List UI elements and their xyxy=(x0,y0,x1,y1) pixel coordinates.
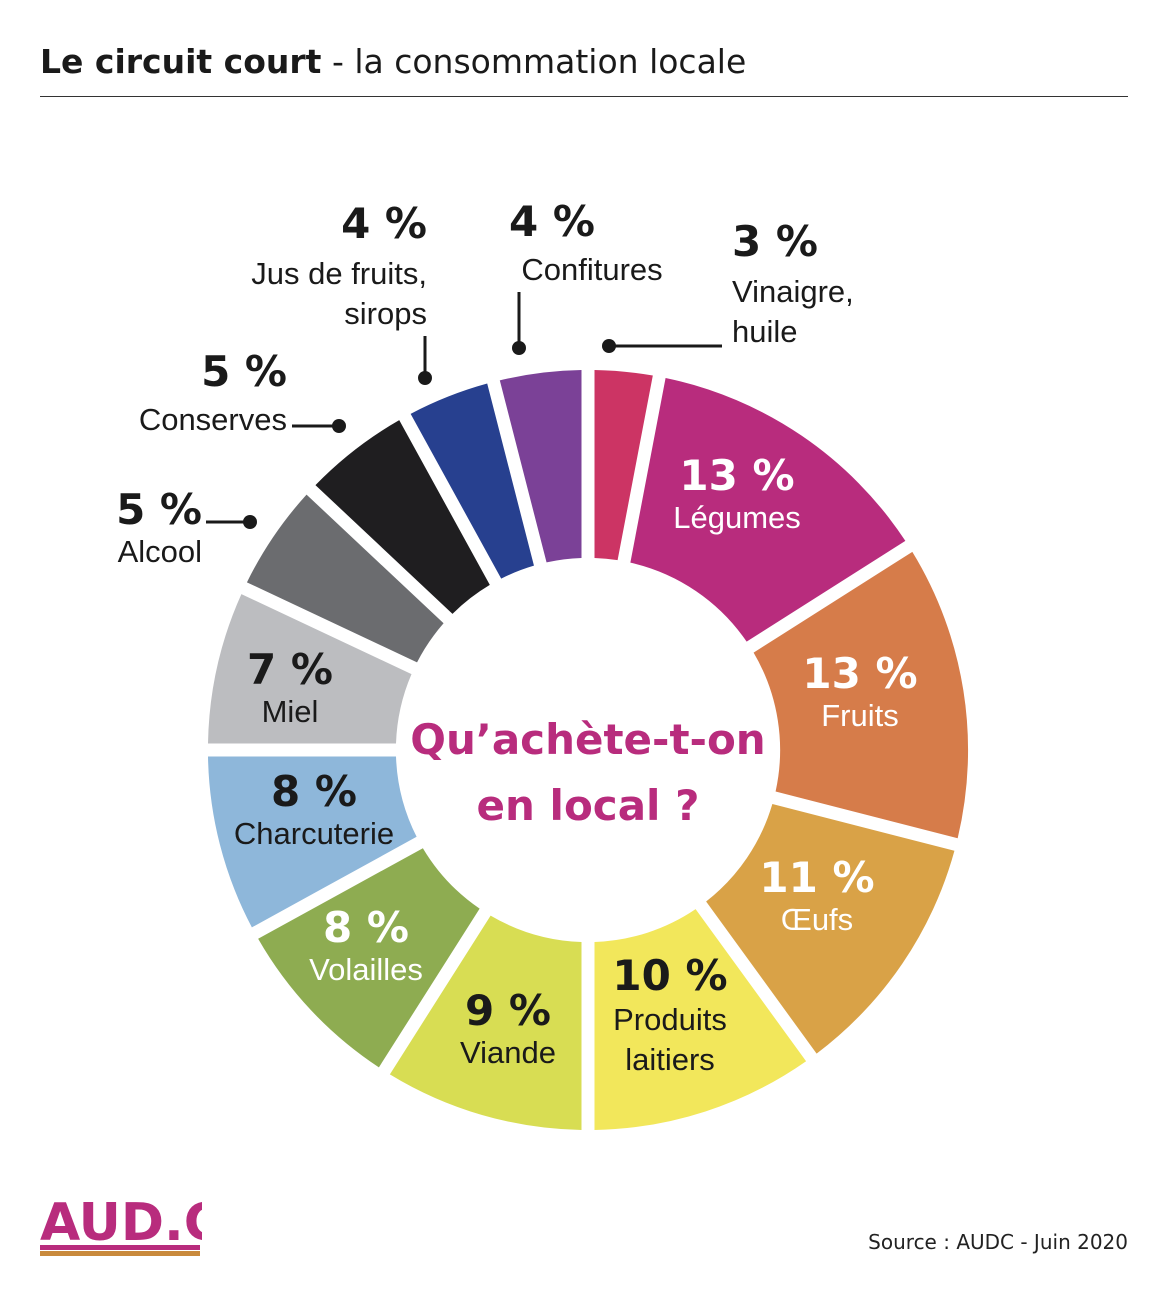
center-label-line1: Qu’achète-t-on xyxy=(410,715,765,764)
slice-fruits xyxy=(753,551,969,839)
name-label-viande: Viande xyxy=(460,1035,556,1070)
name-label-vinaigre-huile-2: huile xyxy=(732,314,798,349)
leader-dot-confitures xyxy=(512,341,526,355)
slice-vinaigre-huile xyxy=(594,370,653,561)
name-label-fruits: Fruits xyxy=(821,698,899,733)
logo-text: AUD.C xyxy=(40,1193,202,1253)
slice-alcool xyxy=(246,494,444,663)
pct-label-charcuterie: 8 % xyxy=(271,767,357,816)
pct-label-miel: 7 % xyxy=(247,645,333,694)
header: Le circuit court - la consommation local… xyxy=(40,40,1128,97)
pct-label-vinaigre-huile: 3 % xyxy=(732,217,818,266)
center-label-line2: en local ? xyxy=(477,781,700,830)
pct-label-produits-laitiers: 10 % xyxy=(612,951,727,1000)
leader-dot-conserves xyxy=(332,419,346,433)
slice-oeufs xyxy=(706,804,955,1054)
name-label-oeufs: Œufs xyxy=(781,902,853,937)
name-label-conserves: Conserves xyxy=(139,402,287,437)
name-label-volailles: Volailles xyxy=(309,952,423,987)
leader-dot-jus-de-fruits-sirops xyxy=(418,371,432,385)
pct-label-conserves: 5 % xyxy=(201,347,287,396)
name-label-miel: Miel xyxy=(262,694,319,729)
leader-dot-alcool xyxy=(243,515,257,529)
slice-charcuterie xyxy=(208,756,417,928)
leader-dot-vinaigre-huile xyxy=(602,339,616,353)
pct-label-alcool: 5 % xyxy=(116,485,202,534)
pct-label-volailles: 8 % xyxy=(323,903,409,952)
name-label-produits-laitiers-2: laitiers xyxy=(625,1042,715,1077)
audc-logo: AUD.C xyxy=(40,1193,202,1256)
pct-label-fruits: 13 % xyxy=(802,649,917,698)
name-label-charcuterie: Charcuterie xyxy=(234,816,394,851)
pct-label-oeufs: 11 % xyxy=(759,853,874,902)
title-rest-part: - la consommation locale xyxy=(321,42,747,81)
page-title: Le circuit court - la consommation local… xyxy=(40,40,1128,84)
slice-jus-de-fruits-sirops xyxy=(410,383,534,579)
pct-label-jus-de-fruits-sirops: 4 % xyxy=(341,199,427,248)
name-label-confitures: Confitures xyxy=(521,252,662,287)
name-label-produits-laitiers-1: Produits xyxy=(613,1002,727,1037)
pct-label-legumes: 13 % xyxy=(679,451,794,500)
slice-conserves xyxy=(315,420,490,614)
title-bold-part: Le circuit court xyxy=(40,42,322,81)
leader-lines xyxy=(206,292,722,529)
donut-slices xyxy=(208,370,969,1130)
slice-confitures xyxy=(499,370,582,563)
slice-volailles xyxy=(258,848,480,1068)
slice-viande xyxy=(389,915,582,1130)
logo-bar-bottom xyxy=(40,1251,200,1256)
pct-label-confitures: 4 % xyxy=(509,197,595,246)
logo-bar-top xyxy=(40,1245,200,1250)
slice-legumes xyxy=(630,377,906,642)
name-label-legumes: Légumes xyxy=(673,500,801,535)
slice-miel xyxy=(208,594,412,744)
name-label-jus-de-fruits-sirops-2: sirops xyxy=(344,296,427,331)
pct-label-viande: 9 % xyxy=(465,986,551,1035)
name-label-vinaigre-huile-1: Vinaigre, xyxy=(732,274,854,309)
slice-produits-laitiers xyxy=(594,909,807,1130)
source-note: Source : AUDC - Juin 2020 xyxy=(868,1230,1128,1254)
name-label-jus-de-fruits-sirops-1: Jus de fruits, xyxy=(251,256,427,291)
name-label-alcool: Alcool xyxy=(118,534,202,569)
